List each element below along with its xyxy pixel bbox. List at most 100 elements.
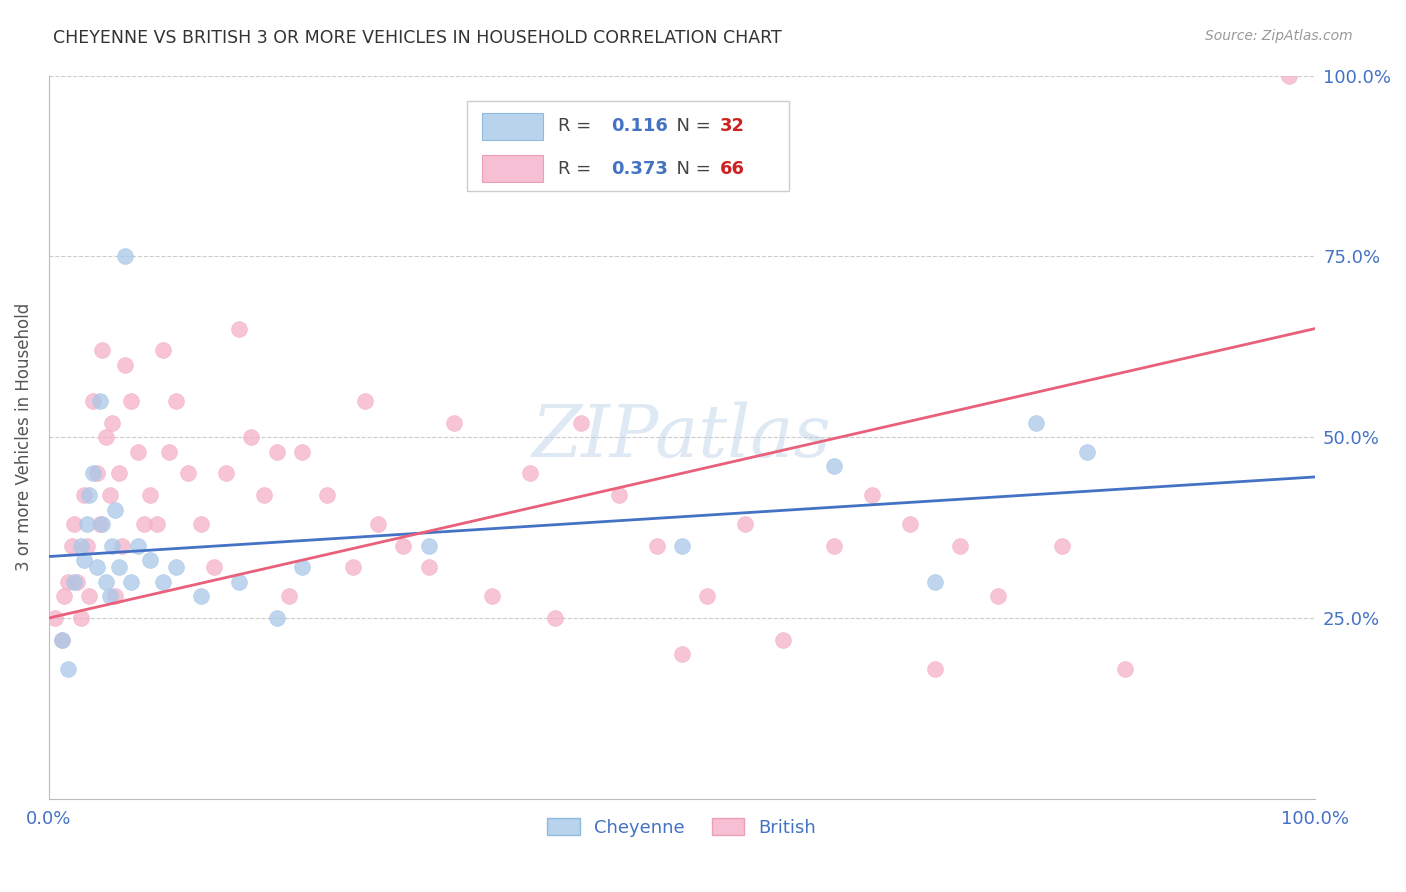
Point <box>56 574 79 589</box>
Point <box>772 632 794 647</box>
Point <box>215 467 238 481</box>
Point <box>104 590 127 604</box>
Point <box>392 539 415 553</box>
Point <box>1025 416 1047 430</box>
Text: Source: ZipAtlas.com: Source: ZipAtlas.com <box>1205 29 1353 43</box>
Point <box>73 553 96 567</box>
Point <box>354 394 377 409</box>
Point <box>152 343 174 358</box>
Point <box>342 560 364 574</box>
Point <box>240 430 263 444</box>
Point <box>823 539 845 553</box>
Point <box>82 394 104 409</box>
Point <box>56 662 79 676</box>
Point <box>107 560 129 574</box>
Point <box>949 539 972 553</box>
FancyBboxPatch shape <box>467 101 789 191</box>
Point <box>111 539 134 553</box>
Point <box>569 416 592 430</box>
Text: ZIPatlas: ZIPatlas <box>531 402 831 473</box>
Point <box>157 444 180 458</box>
Point <box>98 590 121 604</box>
Point <box>53 590 76 604</box>
Point <box>177 467 200 481</box>
Point <box>165 560 187 574</box>
Point <box>44 611 66 625</box>
Point <box>98 488 121 502</box>
Point <box>91 516 114 531</box>
Point <box>202 560 225 574</box>
Point <box>63 516 86 531</box>
Point <box>860 488 883 502</box>
Point <box>696 590 718 604</box>
Point <box>418 560 440 574</box>
Point <box>60 539 83 553</box>
Point <box>66 574 89 589</box>
Point <box>114 358 136 372</box>
Point <box>481 590 503 604</box>
Point <box>89 516 111 531</box>
Text: R =: R = <box>558 160 596 178</box>
Point <box>94 430 117 444</box>
Point <box>51 632 73 647</box>
Point <box>316 488 339 502</box>
Point <box>82 467 104 481</box>
Text: CHEYENNE VS BRITISH 3 OR MORE VEHICLES IN HOUSEHOLD CORRELATION CHART: CHEYENNE VS BRITISH 3 OR MORE VEHICLES I… <box>53 29 782 46</box>
Point <box>145 516 167 531</box>
Point <box>139 553 162 567</box>
Point <box>79 590 101 604</box>
Y-axis label: 3 or more Vehicles in Household: 3 or more Vehicles in Household <box>15 303 32 571</box>
Point <box>91 343 114 358</box>
Legend: Cheyenne, British: Cheyenne, British <box>540 811 824 844</box>
Text: R =: R = <box>558 117 596 136</box>
Text: 0.373: 0.373 <box>612 160 668 178</box>
Point <box>79 488 101 502</box>
Point <box>1278 69 1301 83</box>
Point <box>69 611 91 625</box>
Point <box>139 488 162 502</box>
Point <box>519 467 541 481</box>
Point <box>86 560 108 574</box>
Point <box>127 539 149 553</box>
Point <box>190 516 212 531</box>
Point <box>228 321 250 335</box>
Point <box>291 444 314 458</box>
Point <box>73 488 96 502</box>
Point <box>367 516 389 531</box>
Point <box>987 590 1010 604</box>
Point <box>101 416 124 430</box>
Point <box>544 611 567 625</box>
Point <box>228 574 250 589</box>
Point <box>266 611 288 625</box>
Point <box>165 394 187 409</box>
Point <box>1076 444 1098 458</box>
Point <box>734 516 756 531</box>
Point <box>152 574 174 589</box>
Point <box>132 516 155 531</box>
FancyBboxPatch shape <box>482 112 543 140</box>
Point <box>266 444 288 458</box>
Point <box>823 459 845 474</box>
Point <box>120 394 142 409</box>
Point <box>69 539 91 553</box>
Point <box>253 488 276 502</box>
Point <box>114 249 136 263</box>
Point <box>86 467 108 481</box>
Text: N =: N = <box>665 160 717 178</box>
Point <box>51 632 73 647</box>
Point <box>607 488 630 502</box>
Point <box>1114 662 1136 676</box>
Point <box>924 574 946 589</box>
Point <box>63 574 86 589</box>
Point <box>924 662 946 676</box>
Point <box>671 539 693 553</box>
Point <box>107 467 129 481</box>
Point <box>76 516 98 531</box>
Text: 32: 32 <box>720 117 745 136</box>
Point <box>898 516 921 531</box>
Point <box>190 590 212 604</box>
Point <box>645 539 668 553</box>
Text: 66: 66 <box>720 160 745 178</box>
Point <box>120 574 142 589</box>
Point <box>76 539 98 553</box>
